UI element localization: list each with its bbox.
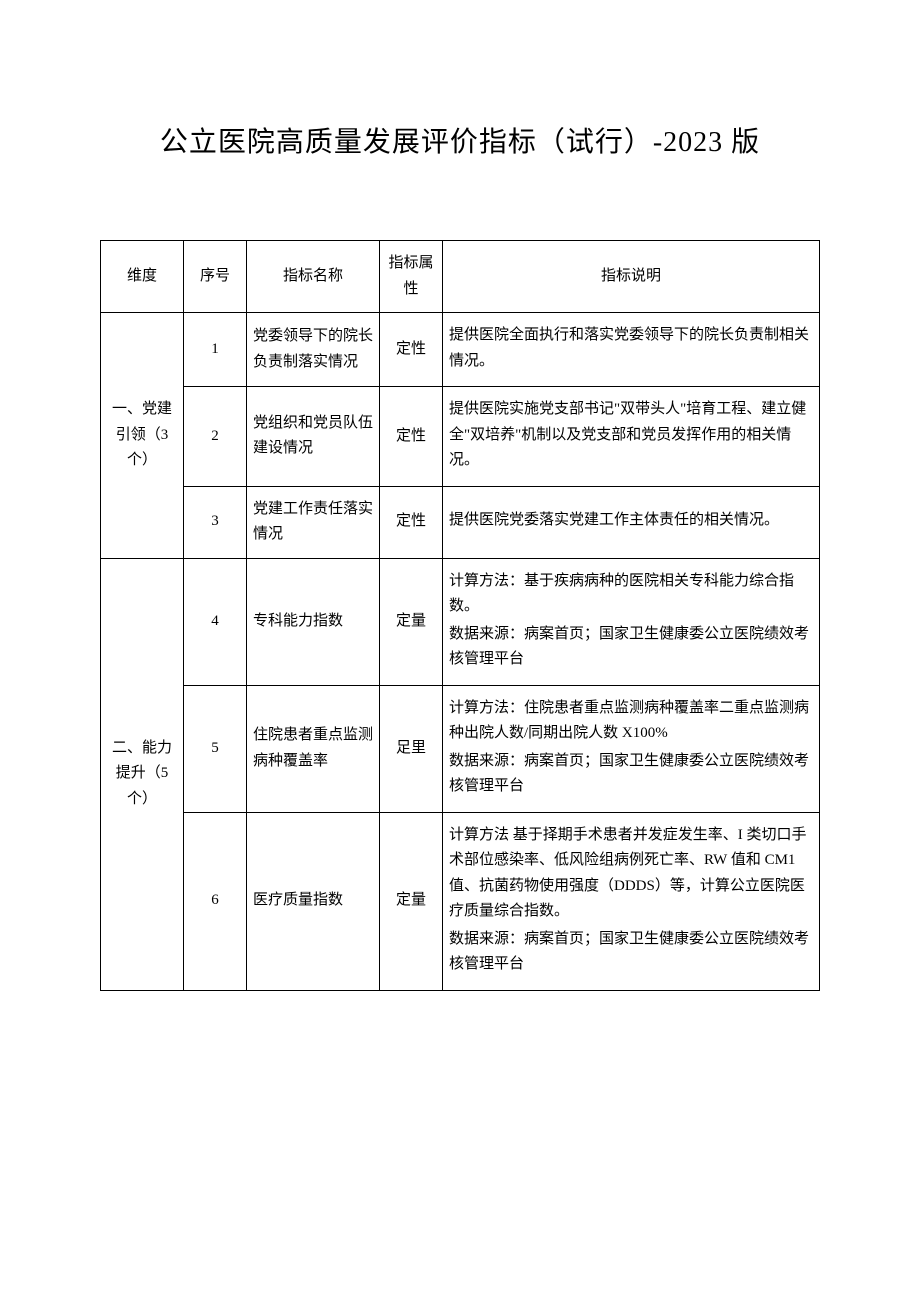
col-header-attribute: 指标属性 xyxy=(380,241,443,313)
dimension-cell: 二、能力提升（5个） xyxy=(101,558,184,990)
indicator-table: 维度 序号 指标名称 指标属性 指标说明 一、党建引领（3 个）1党委领导下的院… xyxy=(100,240,820,991)
attribute-cell: 定量 xyxy=(380,558,443,685)
attribute-cell: 定性 xyxy=(380,387,443,487)
indicator-name-cell: 党委领导下的院长负责制落实情况 xyxy=(247,313,380,387)
description-cell: 计算方法 基于择期手术患者并发症发生率、I 类切口手术部位感染率、低风险组病例死… xyxy=(443,812,820,990)
indicator-name-cell: 专科能力指数 xyxy=(247,558,380,685)
attribute-cell: 定量 xyxy=(380,812,443,990)
col-header-sequence: 序号 xyxy=(184,241,247,313)
indicator-name-cell: 医疗质量指数 xyxy=(247,812,380,990)
description-cell: 提供医院党委落实党建工作主体责任的相关情况。 xyxy=(443,486,820,558)
sequence-cell: 1 xyxy=(184,313,247,387)
table-row: 二、能力提升（5个）4专科能力指数定量计算方法：基于疾病病种的医院相关专科能力综… xyxy=(101,558,820,685)
col-header-name: 指标名称 xyxy=(247,241,380,313)
description-cell: 提供医院全面执行和落实党委领导下的院长负责制相关情况。 xyxy=(443,313,820,387)
sequence-cell: 3 xyxy=(184,486,247,558)
table-row: 一、党建引领（3 个）1党委领导下的院长负责制落实情况定性提供医院全面执行和落实… xyxy=(101,313,820,387)
page-title: 公立医院高质量发展评价指标（试行）-2023 版 xyxy=(100,120,820,160)
table-row: 6医疗质量指数定量计算方法 基于择期手术患者并发症发生率、I 类切口手术部位感染… xyxy=(101,812,820,990)
table-row: 5住院患者重点监测病种覆盖率足里计算方法：住院患者重点监测病种覆盖率二重点监测病… xyxy=(101,685,820,812)
sequence-cell: 6 xyxy=(184,812,247,990)
description-cell: 计算方法：住院患者重点监测病种覆盖率二重点监测病种出院人数/同期出院人数 X10… xyxy=(443,685,820,812)
attribute-cell: 定性 xyxy=(380,486,443,558)
description-cell: 计算方法：基于疾病病种的医院相关专科能力综合指数。数据来源：病案首页；国家卫生健… xyxy=(443,558,820,685)
indicator-name-cell: 党组织和党员队伍建设情况 xyxy=(247,387,380,487)
table-row: 2党组织和党员队伍建设情况定性提供医院实施党支部书记"双带头人"培育工程、建立健… xyxy=(101,387,820,487)
dimension-cell: 一、党建引领（3 个） xyxy=(101,313,184,559)
indicator-name-cell: 住院患者重点监测病种覆盖率 xyxy=(247,685,380,812)
attribute-cell: 足里 xyxy=(380,685,443,812)
sequence-cell: 2 xyxy=(184,387,247,487)
sequence-cell: 4 xyxy=(184,558,247,685)
indicator-name-cell: 党建工作责任落实情况 xyxy=(247,486,380,558)
sequence-cell: 5 xyxy=(184,685,247,812)
col-header-description: 指标说明 xyxy=(443,241,820,313)
attribute-cell: 定性 xyxy=(380,313,443,387)
description-cell: 提供医院实施党支部书记"双带头人"培育工程、建立健全"双培养"机制以及党支部和党… xyxy=(443,387,820,487)
col-header-dimension: 维度 xyxy=(101,241,184,313)
table-row: 3党建工作责任落实情况定性提供医院党委落实党建工作主体责任的相关情况。 xyxy=(101,486,820,558)
